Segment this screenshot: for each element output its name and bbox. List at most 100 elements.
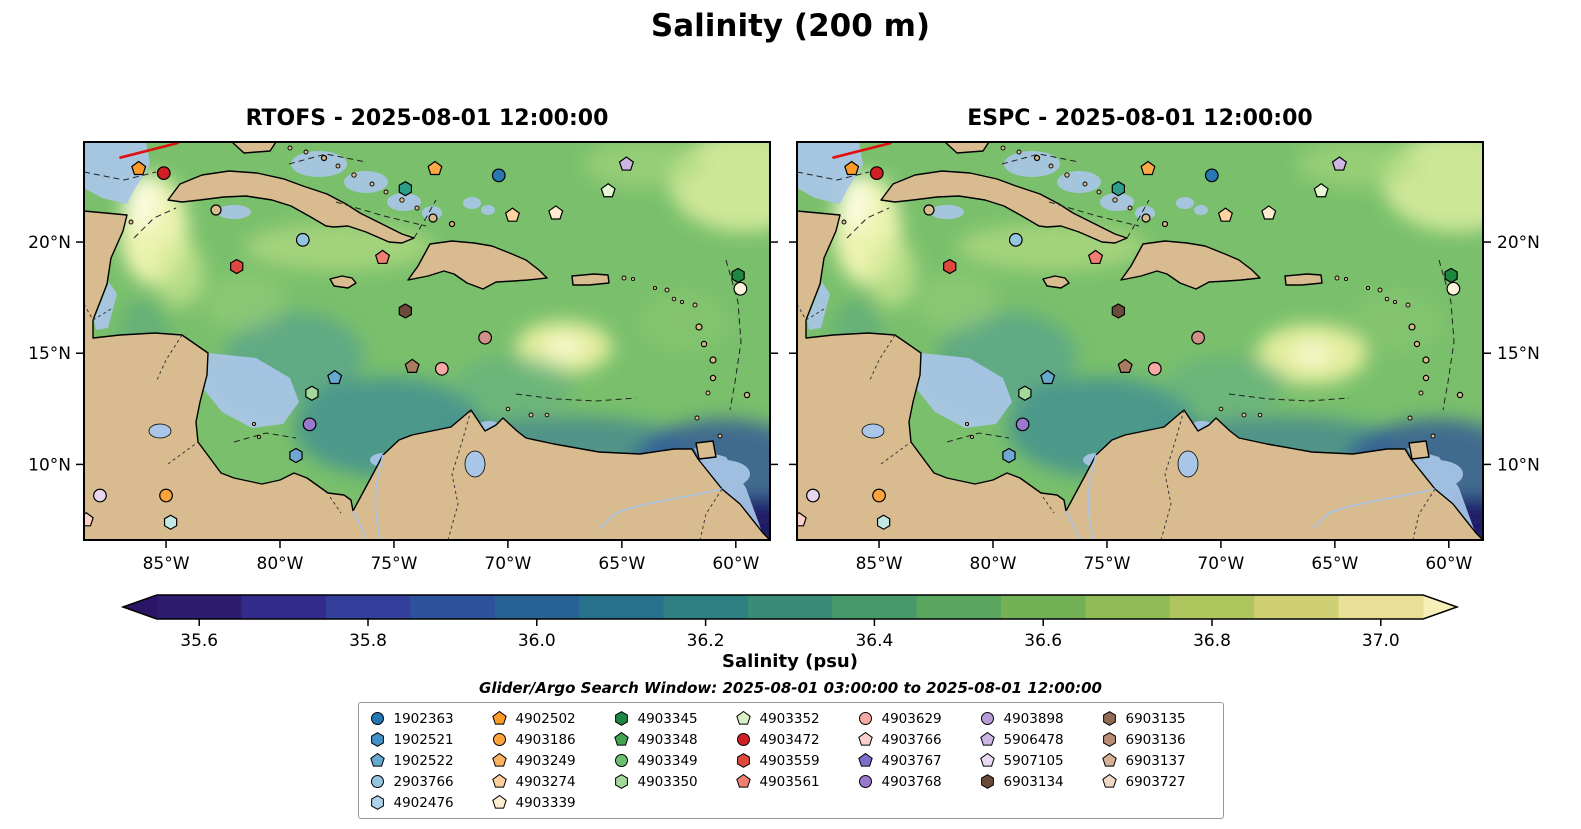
colorbar-tick-label: 35.6 <box>180 631 218 651</box>
argo-float-marker <box>1147 361 1162 376</box>
colorbar-scale: 35.6 35.8 36.0 36.2 36.4 36.6 36.8 37.0 <box>120 594 1460 651</box>
argo-float-marker <box>731 267 745 284</box>
pentagon-marker-icon <box>857 752 873 767</box>
argo-float-marker <box>504 207 521 222</box>
argo-float-marker <box>548 205 564 220</box>
glider-track-line <box>119 142 179 159</box>
float-id: 4903766 <box>881 731 942 748</box>
argo-float-marker <box>1140 160 1156 176</box>
pentagon-marker-icon <box>735 773 751 788</box>
pentagon-marker-icon <box>491 710 507 725</box>
lon-tick-label: 85°W <box>856 554 903 574</box>
float-id: 4903274 <box>515 773 576 790</box>
float-id: 6903136 <box>1125 731 1186 748</box>
argo-float-marker <box>876 514 891 530</box>
argo-float-marker <box>943 258 957 275</box>
colorbar-tick-label: 36.8 <box>1193 631 1231 651</box>
float-id: 4903767 <box>881 752 942 769</box>
argo-float-marker <box>398 303 413 319</box>
float-id: 6903134 <box>1003 773 1064 790</box>
colorbar-tick-label: 36.0 <box>518 631 556 651</box>
lon-tick-label: 85°W <box>143 554 190 574</box>
legend-column: 6903135 6903136 6903137 6903727 <box>1101 708 1213 813</box>
float-id: 4903768 <box>881 773 942 790</box>
lon-tick-label: 75°W <box>370 554 417 574</box>
panel-espc: ESPC - 2025-08-01 12:00:00 20°N 15°N 10°N 8… <box>789 106 1540 574</box>
legend-column: 4903345 4903348 4903349 4903350 <box>613 708 725 813</box>
float-id: 4903629 <box>881 710 942 727</box>
legend-item: 4903348 <box>613 729 725 750</box>
float-id: 5906478 <box>1003 731 1064 748</box>
legend-item: 4903339 <box>491 792 603 813</box>
legend-item: 4902476 <box>369 792 481 813</box>
argo-float-marker <box>327 369 343 385</box>
legend-column: 4903898 5906478 5907105 6903134 <box>979 708 1091 813</box>
float-id: 4903349 <box>637 752 698 769</box>
float-id: 6903727 <box>1125 773 1186 790</box>
legend-item: 6903134 <box>979 771 1091 792</box>
lat-tick-label: 15°N <box>28 344 71 364</box>
argo-float-marker <box>1117 358 1133 373</box>
float-id: 1902522 <box>393 752 454 769</box>
circle-marker-icon <box>858 712 872 725</box>
legend-item: 2903766 <box>369 771 481 792</box>
argo-float-marker <box>806 488 820 503</box>
legend-item: 4903472 <box>735 729 847 750</box>
argo-float-marker <box>84 512 94 527</box>
float-id: 4902476 <box>393 794 454 811</box>
argo-float-marker <box>427 160 443 176</box>
hexagon-marker-icon <box>980 774 994 789</box>
legend-item: 4903349 <box>613 750 725 771</box>
float-id: 6903135 <box>1125 710 1186 727</box>
float-id: 4903339 <box>515 794 576 811</box>
argo-float-marker <box>1111 303 1126 319</box>
argo-float-marker <box>844 160 860 176</box>
legend-column: 1902363 1902521 1902522 2903766 4902476 <box>369 708 481 813</box>
legend-item: 4903766 <box>857 729 969 750</box>
lon-tick-label: 75°W <box>1083 554 1130 574</box>
float-legend: 1902363 1902521 1902522 2903766 4902476 49025… <box>357 702 1224 819</box>
float-id: 4903559 <box>759 752 820 769</box>
circle-marker-icon <box>614 754 628 767</box>
argo-float-marker <box>93 488 107 503</box>
pentagon-marker-icon <box>491 773 507 788</box>
circle-marker-icon <box>736 733 750 746</box>
circle-marker-icon <box>370 775 384 788</box>
colorbar-tick-label: 37.0 <box>1362 631 1400 651</box>
argo-float-marker <box>1040 369 1056 385</box>
map-rtofs: 20°N 15°N 10°N 85°W 80°W 75°W 70°W 65°W 60°W <box>28 141 778 574</box>
circle-marker-icon <box>492 733 506 746</box>
lon-tick-label: 60°W <box>1425 554 1472 574</box>
legend-item: 4903249 <box>491 750 603 771</box>
colorbar-tick-label: 35.8 <box>349 631 387 651</box>
pentagon-marker-icon <box>857 731 873 746</box>
argo-float-marker <box>1018 385 1032 401</box>
pentagon-marker-icon <box>1101 752 1117 767</box>
hexagon-marker-icon <box>614 774 628 789</box>
legend-item: 5907105 <box>979 750 1091 771</box>
argo-float-marker <box>1191 330 1206 345</box>
figure-title: Salinity (200 m) <box>650 8 931 44</box>
panel-rtofs: RTOFS - 2025-08-01 12:00:00 20°N 15°N 10°N… <box>28 106 778 574</box>
argo-float-marker <box>869 166 884 181</box>
argo-float-marker <box>1015 417 1030 432</box>
argo-float-marker <box>797 512 807 527</box>
legend-item: 4903629 <box>857 708 969 729</box>
float-id: 1902521 <box>393 731 454 748</box>
hexagon-marker-icon <box>1102 732 1116 747</box>
legend-item: 6903136 <box>1101 729 1213 750</box>
map-espc: 20°N 15°N 10°N 85°W 80°W 75°W 70°W 65°W 60°W <box>789 141 1540 574</box>
argo-float-marker <box>872 488 886 503</box>
hexagon-marker-icon <box>370 795 384 810</box>
legend-item: 4903350 <box>613 771 725 792</box>
argo-float-marker <box>156 166 171 181</box>
argo-float-marker <box>1204 168 1219 183</box>
lon-tick-label: 80°W <box>257 554 304 574</box>
pentagon-marker-icon <box>979 752 995 767</box>
float-id: 4903472 <box>759 731 820 748</box>
argo-float-marker <box>404 358 420 373</box>
circle-marker-icon <box>858 775 872 788</box>
pentagon-marker-icon <box>735 710 751 725</box>
argo-float-marker <box>289 447 303 464</box>
float-id: 4903561 <box>759 773 820 790</box>
